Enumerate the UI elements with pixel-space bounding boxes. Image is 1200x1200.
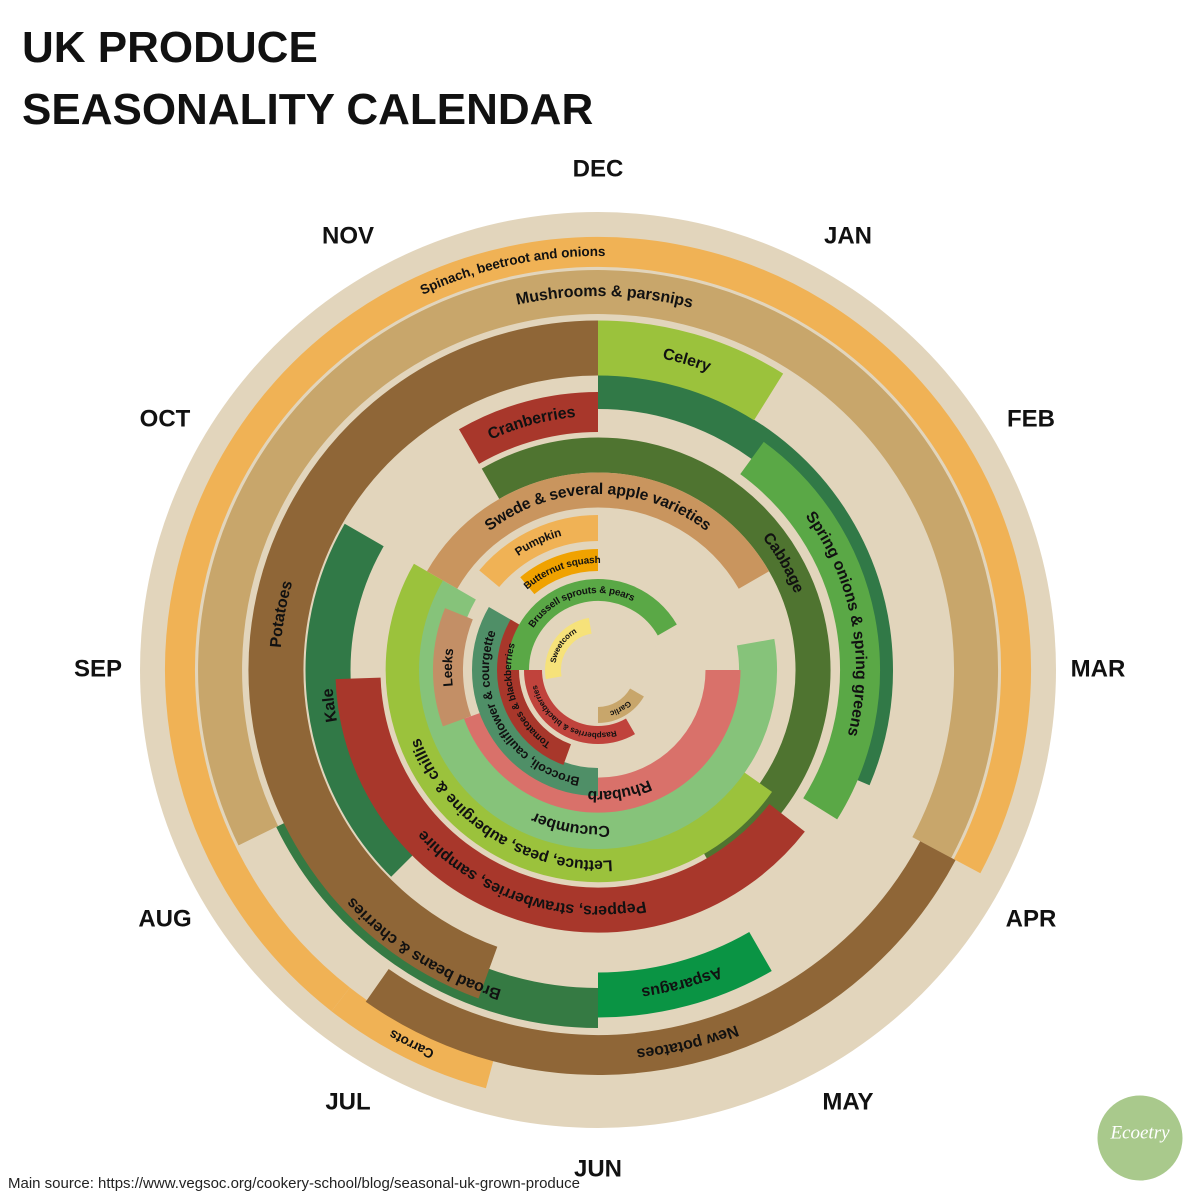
title-line: SEASONALITY CALENDAR xyxy=(22,85,593,134)
produce-arc xyxy=(481,437,831,872)
produce-arc xyxy=(165,236,1032,1012)
produce-label: Leeks xyxy=(439,647,456,687)
produce-arc xyxy=(248,320,599,999)
produce-arc xyxy=(335,677,805,933)
produce-arc xyxy=(426,472,770,589)
produce-arc xyxy=(305,523,424,877)
produce-arc xyxy=(365,841,956,1075)
produce-arc xyxy=(507,579,677,671)
month-label: APR xyxy=(1006,905,1057,932)
produce-arc xyxy=(597,320,784,421)
produce-label: Kale xyxy=(320,688,341,724)
produce-arc xyxy=(331,987,494,1089)
produce-arc xyxy=(458,392,599,465)
produce-arc xyxy=(545,617,592,680)
month-label: JUN xyxy=(574,1155,622,1182)
produce-arc xyxy=(198,270,998,858)
produce-arc xyxy=(432,608,473,727)
month-label: SEP xyxy=(74,655,122,682)
month-label: MAY xyxy=(822,1088,873,1115)
months: DEC JAN FEB MAR APR MAY JUN JUL AUG SEP OCT NOV xyxy=(74,155,1125,1182)
logo-text: Ecoetry xyxy=(1109,1122,1170,1143)
month-label: NOV xyxy=(322,222,374,249)
produce-arc xyxy=(524,669,635,744)
produce-arc xyxy=(472,607,599,796)
produce-arc xyxy=(479,515,599,588)
month-label: MAR xyxy=(1071,655,1126,682)
arcs: Spinach, beetroot and onionsCarrotsMushr… xyxy=(165,236,1032,1089)
produce-arc xyxy=(385,563,773,883)
produce-arc xyxy=(740,441,880,820)
month-label: AUG xyxy=(138,905,191,932)
produce-label-path: Kale xyxy=(320,688,341,724)
month-label: FEB xyxy=(1007,405,1055,432)
source: Main source: https://www.vegsoc.org/cook… xyxy=(8,1175,580,1192)
produce-arc xyxy=(520,549,599,595)
month-label: OCT xyxy=(140,405,191,432)
produce-arc xyxy=(597,931,772,1018)
title-line: UK PRODUCE xyxy=(22,23,318,72)
month-label: JAN xyxy=(824,222,872,249)
logo xyxy=(1094,1092,1186,1184)
month-label: JUL xyxy=(325,1088,370,1115)
month-label: DEC xyxy=(573,155,624,182)
produce-arc xyxy=(597,688,644,724)
produce-label-path: Leeks xyxy=(439,647,456,687)
